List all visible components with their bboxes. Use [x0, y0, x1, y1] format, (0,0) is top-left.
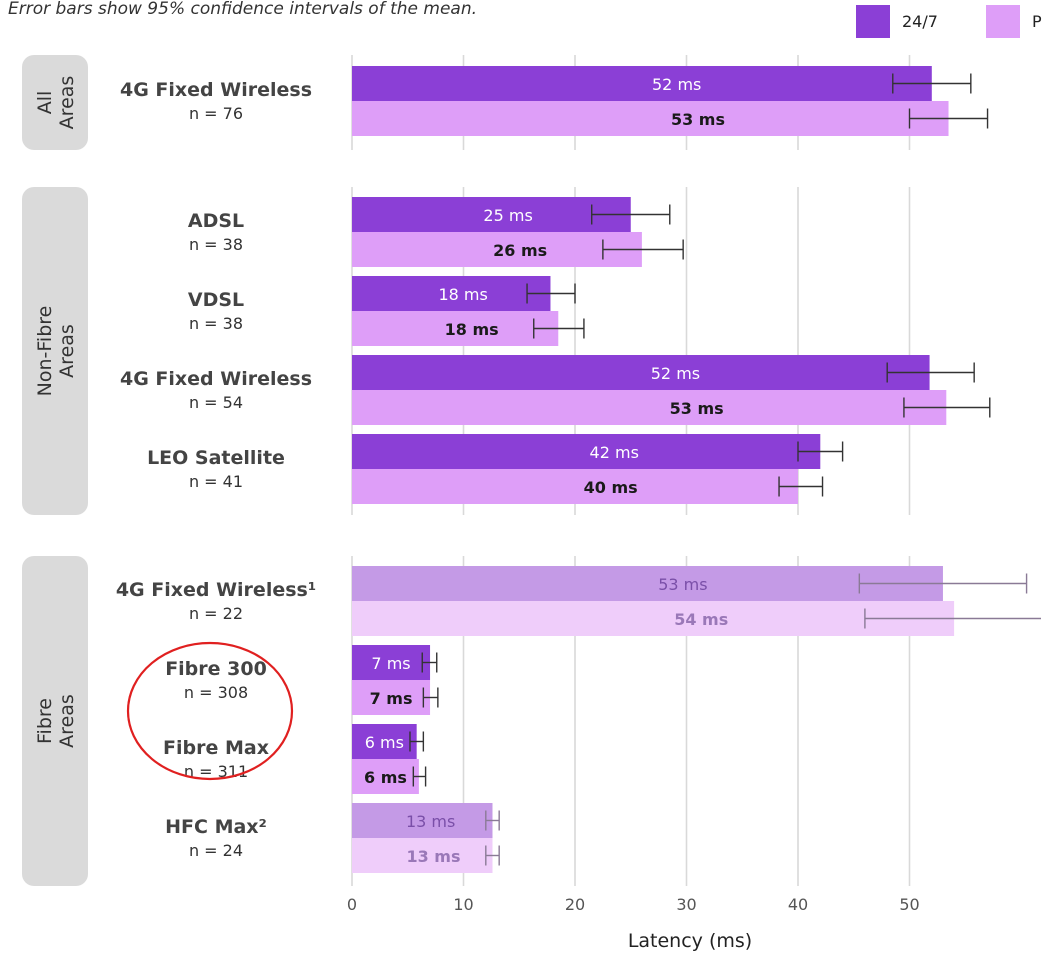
bar — [352, 355, 930, 390]
error-bar — [422, 687, 439, 708]
x-tick-label: 0 — [347, 895, 357, 914]
x-tick-label: 50 — [899, 895, 919, 914]
legend-swatch — [856, 5, 890, 38]
error-bar — [591, 204, 671, 225]
sample-size-label: n = 22 — [189, 604, 243, 623]
error-bar — [903, 397, 991, 418]
x-tick-label: 20 — [565, 895, 585, 914]
bar-value-label: 6 ms — [364, 768, 407, 787]
bar — [352, 276, 551, 311]
bar-value-label: 52 ms — [651, 364, 700, 383]
bar-value-label: 53 ms — [658, 575, 707, 594]
category-label: Fibre 300 — [165, 658, 267, 680]
bar — [352, 101, 949, 136]
bar — [352, 645, 431, 680]
bar — [352, 390, 947, 425]
sample-size-label: n = 54 — [189, 393, 243, 412]
sample-size-label: n = 38 — [189, 235, 243, 254]
bar-value-label: 53 ms — [671, 110, 725, 129]
annotation-ellipse — [126, 641, 294, 781]
bar-value-label: 40 ms — [584, 478, 638, 497]
error-bar — [778, 476, 824, 497]
sample-size-label: n = 76 — [189, 104, 243, 123]
bar-value-label: 18 ms — [445, 320, 499, 339]
error-bar — [485, 845, 500, 866]
category-label: 4G Fixed Wireless — [120, 368, 312, 390]
bar — [352, 566, 943, 601]
error-bar — [412, 766, 427, 787]
error-bar — [485, 810, 500, 831]
bar — [352, 197, 631, 232]
error-bar — [908, 108, 989, 129]
error-bar — [526, 283, 576, 304]
group-label: FibreAreas — [34, 694, 78, 748]
category-label: 4G Fixed Wireless — [120, 79, 312, 101]
bar-value-label: 7 ms — [370, 689, 413, 708]
bar — [352, 803, 493, 838]
annotations — [126, 641, 294, 781]
bar — [352, 434, 821, 469]
sample-size-label: n = 38 — [189, 314, 243, 333]
bar — [352, 66, 932, 101]
group-box — [22, 187, 88, 515]
x-tick-label: 10 — [453, 895, 473, 914]
group-box — [22, 556, 88, 886]
group-label: AllAreas — [34, 76, 78, 130]
bar — [352, 311, 559, 346]
legend: 24/7 Peak — [856, 5, 1042, 38]
bar — [352, 232, 642, 267]
bar-value-label: 42 ms — [590, 443, 639, 462]
error-bar — [864, 608, 1041, 629]
bar-value-label: 52 ms — [652, 75, 701, 94]
bar-value-label: 26 ms — [493, 241, 547, 260]
bar-value-label: 13 ms — [406, 847, 460, 866]
bars: 52 ms 53 ms 25 ms 26 ms 18 ms 18 ms 52 ms 53 ms… — [352, 66, 1041, 873]
error-bar — [602, 239, 684, 260]
error-bar — [886, 362, 975, 383]
category-label: HFC Max² — [165, 816, 267, 838]
legend-swatch — [986, 5, 1020, 38]
bar-value-label: 54 ms — [674, 610, 728, 629]
x-tick-label: 30 — [676, 895, 696, 914]
category-label: LEO Satellite — [147, 447, 285, 469]
bar — [352, 724, 417, 759]
x-axis-label: Latency (ms) — [628, 930, 752, 952]
bar — [352, 601, 955, 636]
bar — [352, 680, 431, 715]
error-bar — [797, 441, 844, 462]
bar-value-label: 13 ms — [406, 812, 455, 831]
bar-value-label: 7 ms — [371, 654, 410, 673]
chart-subtitle: Error bars show 95% confidence intervals… — [8, 0, 477, 19]
group-label: Non-FibreAreas — [34, 306, 78, 397]
error-bar — [409, 731, 425, 752]
bar-value-label: 6 ms — [365, 733, 404, 752]
bar-value-label: 18 ms — [438, 285, 487, 304]
bar — [352, 838, 493, 873]
error-bar — [892, 73, 972, 94]
group-box — [22, 55, 88, 150]
bar-value-label: 25 ms — [483, 206, 532, 225]
category-label: ADSL — [188, 210, 244, 232]
legend-label: Peak — [1032, 12, 1042, 31]
category-label: Fibre Max — [163, 737, 269, 759]
sample-size-label: n = 308 — [184, 683, 248, 702]
error-bar — [533, 318, 585, 339]
category-labels: AllAreas 4G Fixed Wireless n = 76 Non-Fibre… — [22, 55, 316, 886]
error-bar — [858, 573, 1028, 594]
category-label: 4G Fixed Wireless¹ — [116, 579, 316, 601]
bar — [352, 759, 419, 794]
error-bar — [421, 652, 438, 673]
bar-value-label: 53 ms — [670, 399, 724, 418]
bar — [352, 469, 798, 504]
sample-size-label: n = 24 — [189, 841, 243, 860]
sample-size-label: n = 41 — [189, 472, 243, 491]
legend-label: 24/7 — [902, 12, 938, 31]
category-label: VDSL — [188, 289, 244, 311]
x-axis: 0 10 20 30 40 50 Latency (ms) — [347, 895, 920, 952]
x-tick-label: 40 — [788, 895, 808, 914]
